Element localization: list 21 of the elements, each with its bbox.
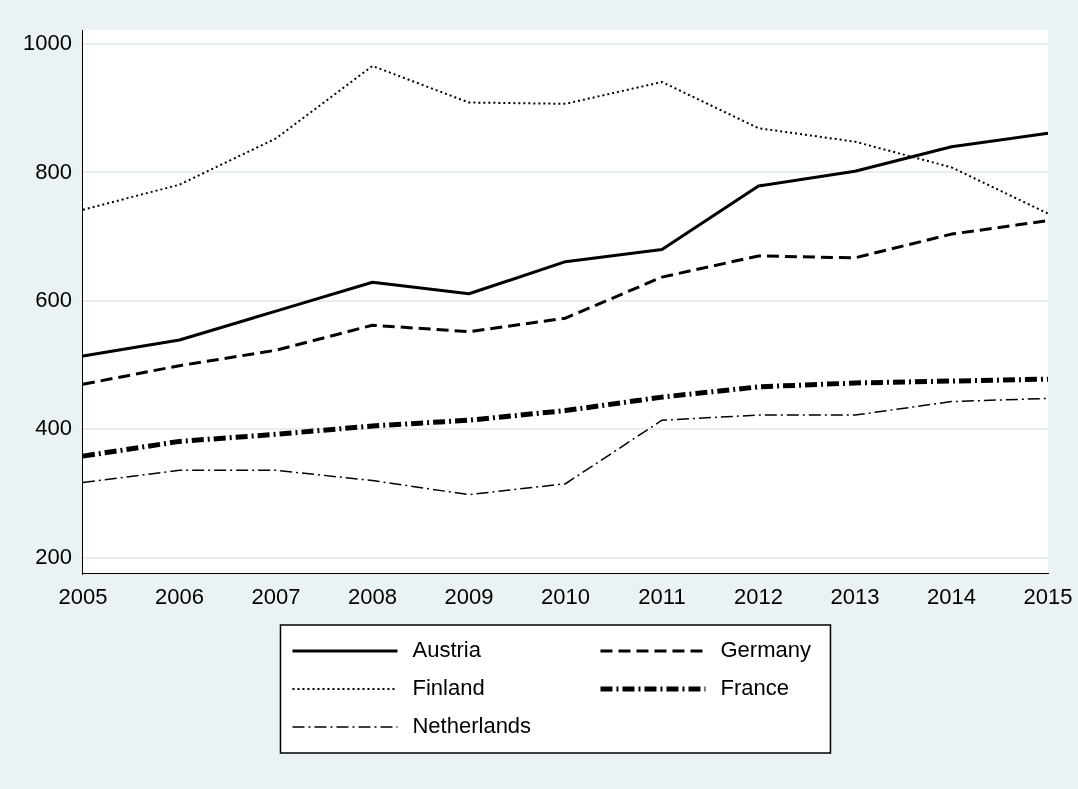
x-tick-label: 2005 bbox=[58, 583, 108, 609]
legend-label: France bbox=[720, 675, 789, 701]
y-tick-label: 400 bbox=[35, 415, 72, 441]
x-tick-label: 2015 bbox=[1023, 583, 1073, 609]
x-tick-label: 2008 bbox=[347, 583, 397, 609]
x-tick-label: 2014 bbox=[927, 583, 976, 609]
legend-label: Netherlands bbox=[412, 713, 532, 739]
y-tick-label: 1000 bbox=[22, 30, 72, 56]
x-tick-label: 2013 bbox=[830, 583, 880, 609]
legend-label: Austria bbox=[412, 637, 482, 663]
y-tick-label: 600 bbox=[35, 286, 72, 312]
x-tick-label: 2012 bbox=[734, 583, 783, 609]
x-tick-label: 2009 bbox=[444, 583, 494, 609]
x-tick-label: 2011 bbox=[638, 583, 686, 609]
y-tick-label: 800 bbox=[35, 158, 72, 184]
x-tick-label: 2007 bbox=[251, 583, 301, 609]
y-tick-label: 200 bbox=[35, 543, 72, 569]
legend-label: Germany bbox=[720, 637, 811, 663]
x-tick-label: 2010 bbox=[540, 583, 590, 609]
legend-label: Finland bbox=[412, 675, 485, 701]
x-tick-label: 2006 bbox=[154, 583, 204, 609]
